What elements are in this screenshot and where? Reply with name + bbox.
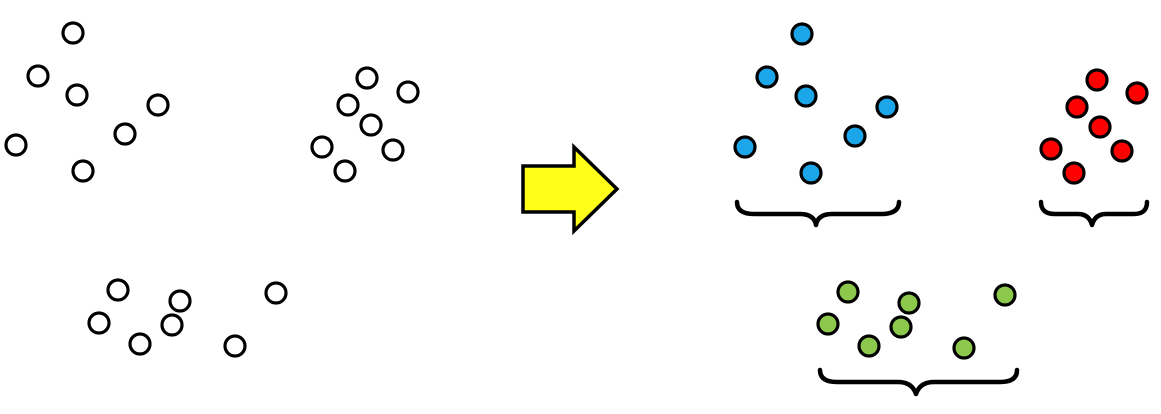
unclustered-points (4, 21, 420, 358)
cluster-green-point-2 (993, 283, 1017, 307)
brace-green-cluster (817, 367, 1020, 397)
group-a-point-2 (26, 64, 50, 88)
group-c-point-2 (264, 281, 288, 305)
cluster-blue-point-3 (794, 84, 818, 108)
brace-red-cluster (1038, 199, 1150, 228)
group-b-point-7 (333, 159, 357, 183)
cluster-red-point-3 (1065, 95, 1089, 119)
group-b-point-4 (359, 113, 383, 137)
brace-blue-cluster (734, 199, 902, 228)
cluster-green-point-1 (836, 280, 860, 304)
group-c-point-1 (106, 278, 130, 302)
group-b-point-2 (396, 80, 420, 104)
cluster-red-point-1 (1085, 68, 1109, 92)
group-a-point-1 (61, 21, 85, 45)
cluster-green-point-4 (816, 312, 840, 336)
group-b-point-1 (355, 66, 379, 90)
group-c-point-3 (168, 289, 192, 313)
clustered-points (733, 22, 1149, 360)
cluster-green-point-7 (952, 336, 976, 360)
cluster-red-point-6 (1110, 139, 1134, 163)
cluster-green-point-3 (897, 291, 921, 315)
cluster-blue-point-1 (790, 22, 814, 46)
cluster-red-point-4 (1088, 115, 1112, 139)
cluster-red-point-7 (1062, 161, 1086, 185)
cluster-blue-point-7 (799, 161, 823, 185)
group-a-point-3 (65, 83, 89, 107)
group-c-point-5 (160, 313, 184, 337)
transform-arrow (521, 142, 620, 236)
group-b-point-6 (381, 138, 405, 162)
group-a-point-5 (113, 122, 137, 146)
group-c-point-6 (128, 332, 152, 356)
group-b-point-5 (310, 135, 334, 159)
cluster-green-point-5 (889, 315, 913, 339)
group-c-point-4 (87, 311, 111, 335)
group-a-point-6 (4, 133, 28, 157)
group-b-point-3 (336, 93, 360, 117)
cluster-blue-point-5 (843, 124, 867, 148)
cluster-blue-point-2 (755, 65, 779, 89)
group-c-point-7 (223, 334, 247, 358)
cluster-braces (734, 199, 1150, 397)
cluster-blue-point-6 (733, 135, 757, 159)
group-a-point-7 (71, 159, 95, 183)
group-a-point-4 (146, 93, 170, 117)
cluster-blue-point-4 (875, 95, 899, 119)
cluster-green-point-6 (857, 334, 881, 358)
cluster-red-point-5 (1039, 137, 1063, 161)
cluster-red-point-2 (1125, 81, 1149, 105)
